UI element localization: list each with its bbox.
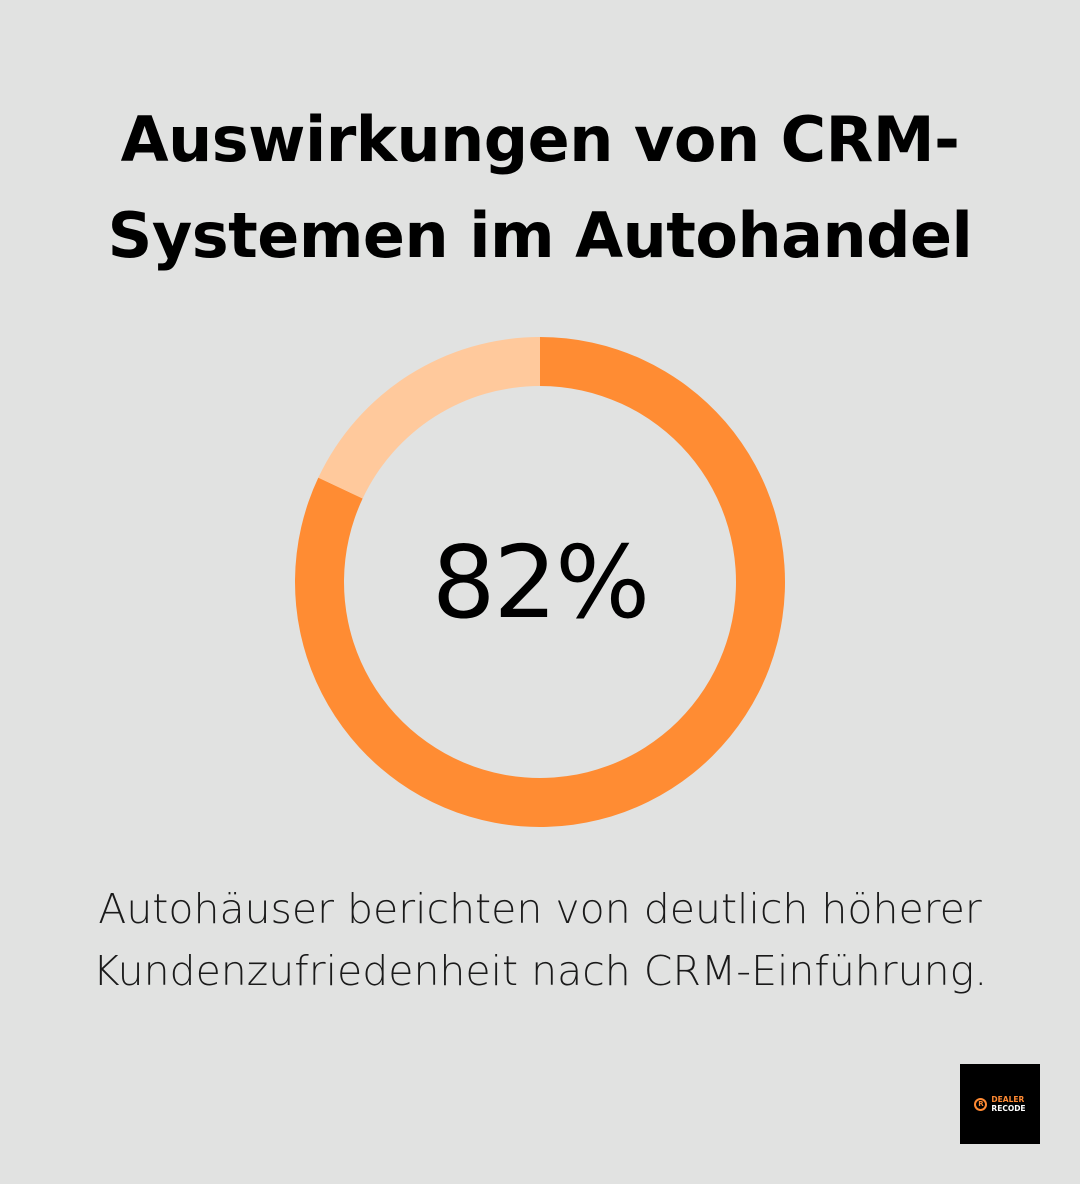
title-line-2: Systemen im Autohandel xyxy=(107,199,973,272)
page-title: Auswirkungen von CRM- Systemen im Autoha… xyxy=(40,92,1040,284)
caption: Autohäuser berichten von deutlich höhere… xyxy=(20,878,1060,1002)
percentage-value: 82% xyxy=(431,523,650,641)
caption-line-2: Kundenzufriedenheit nach CRM-Einführung. xyxy=(92,947,988,995)
donut-svg xyxy=(295,337,785,827)
donut-slice-remainder xyxy=(318,337,540,499)
donut-chart: 82% xyxy=(295,337,785,827)
logo-line-1: DEALER xyxy=(991,1095,1025,1104)
title-line-1: Auswirkungen von CRM- xyxy=(120,103,960,176)
caption-line-1: Autohäuser berichten von deutlich höhere… xyxy=(98,885,982,933)
logo-line-2: RECODE xyxy=(991,1104,1026,1113)
dealer-recode-logo: R DEALER RECODE xyxy=(960,1064,1040,1144)
logo-r-icon: R xyxy=(974,1097,988,1111)
logo-text: DEALER RECODE xyxy=(991,1095,1025,1113)
